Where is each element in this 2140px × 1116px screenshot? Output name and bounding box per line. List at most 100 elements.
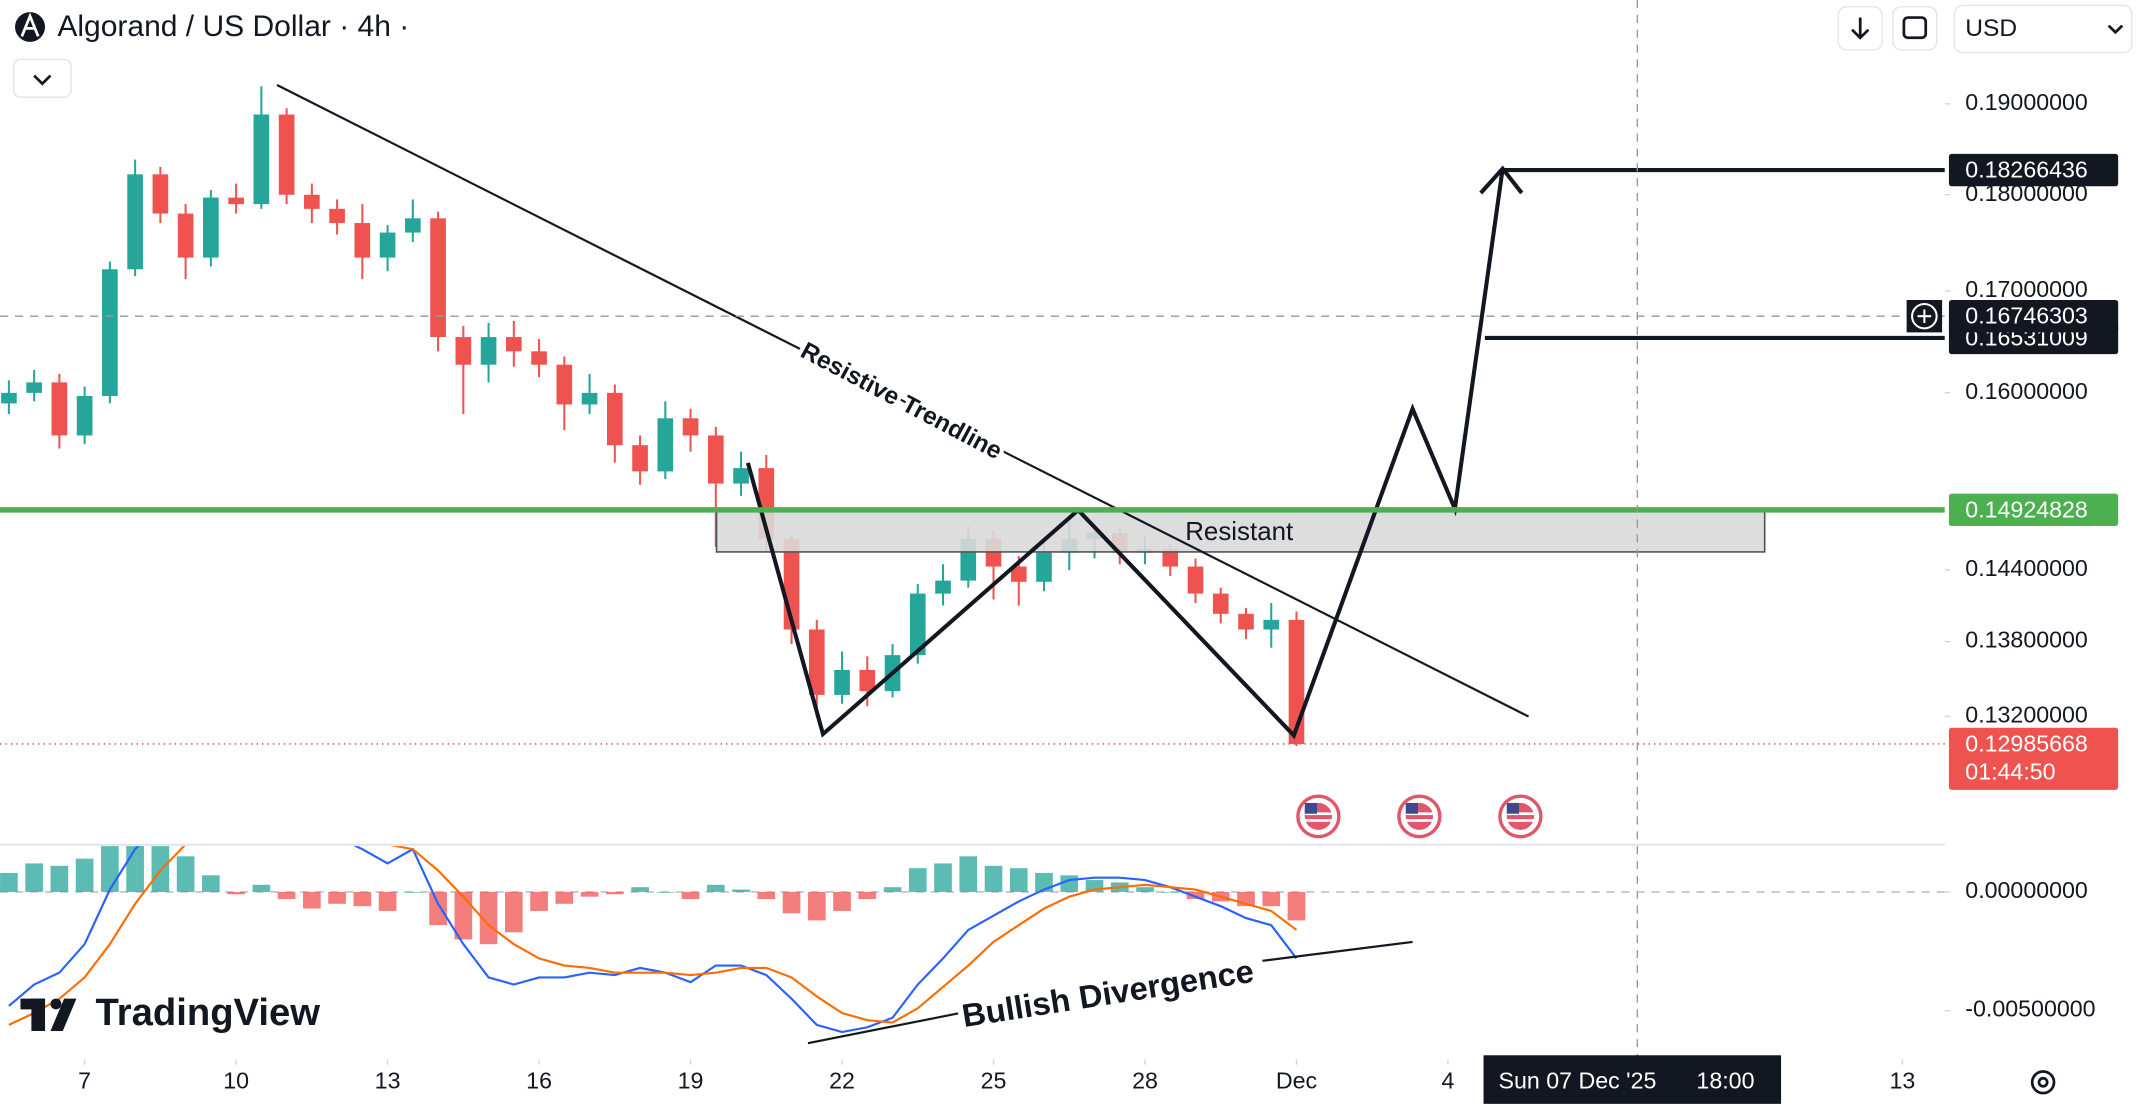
price-line-label: 0.14924828 xyxy=(1965,496,2088,522)
event-flag[interactable] xyxy=(1397,794,1442,839)
candle-body xyxy=(1036,552,1052,582)
add-alert-icon xyxy=(1911,303,1938,330)
crosshair-price-label: 0.16746303 xyxy=(1965,303,2088,329)
histogram-bar xyxy=(1262,891,1281,907)
candle-body xyxy=(127,174,143,270)
histogram-bar xyxy=(328,891,346,904)
candle-body xyxy=(707,435,724,484)
x-tick-label: 16 xyxy=(526,1067,552,1093)
candle-body xyxy=(808,629,825,695)
candle-body xyxy=(379,232,396,258)
candle-body xyxy=(405,218,421,233)
candle-body xyxy=(935,580,951,594)
candle-body xyxy=(506,337,522,352)
histogram-bar xyxy=(959,856,978,892)
candle-body xyxy=(581,392,598,405)
candle-body xyxy=(1238,613,1254,630)
histogram-bar xyxy=(1085,880,1104,892)
add-alert-button[interactable] xyxy=(1906,300,1943,333)
candle-body xyxy=(556,364,573,405)
collapse-button[interactable] xyxy=(12,58,72,98)
candle-body xyxy=(1263,619,1280,630)
histogram-bar xyxy=(1186,891,1205,900)
histogram-bar xyxy=(1287,891,1306,921)
price-axis xyxy=(1944,80,2140,1060)
crosshair-date-box xyxy=(1483,1055,1782,1104)
histogram-bar xyxy=(353,891,372,907)
header: Algorand / US Dollar · 4h · USD xyxy=(12,4,2133,98)
histogram-bar xyxy=(555,891,574,904)
candle-body xyxy=(354,223,371,258)
event-flags xyxy=(1296,794,1543,839)
histogram-bar xyxy=(1136,887,1154,892)
crosshair-time: 18:00 xyxy=(1696,1067,1754,1093)
candle-body xyxy=(329,208,345,224)
histogram-bar xyxy=(656,891,675,893)
price-lines xyxy=(0,0,1945,1060)
x-tick-label: 10 xyxy=(223,1067,249,1093)
currency-select[interactable] xyxy=(1953,4,2133,54)
histogram-bar xyxy=(151,846,170,892)
x-tick-label: Dec xyxy=(1276,1067,1317,1093)
y-tick-label: 0.14400000 xyxy=(1965,555,2088,581)
candle-body xyxy=(606,392,623,446)
candle-body xyxy=(51,382,68,436)
histogram-bar xyxy=(277,891,296,900)
axis-labels: 0.182664360.165310090.149248280.12985668… xyxy=(1483,153,2119,1104)
histogram-bar xyxy=(807,891,826,921)
histogram-bar xyxy=(580,891,599,897)
divergence-line xyxy=(807,1012,959,1045)
brand-text: TradingView xyxy=(96,992,321,1034)
settings[interactable] xyxy=(2030,1070,2056,1095)
histogram-bar xyxy=(1161,891,1180,893)
candle-body xyxy=(102,269,118,397)
candle-body xyxy=(152,174,169,214)
candle-body xyxy=(26,382,42,393)
add-alert-plus xyxy=(1917,309,1932,323)
candle-body xyxy=(177,213,194,258)
histogram-bar xyxy=(934,863,952,892)
crosshair-date: Sun 07 Dec '25 xyxy=(1499,1067,1657,1093)
histogram-bar xyxy=(605,891,624,895)
candle-body xyxy=(1212,593,1229,614)
histogram-bar xyxy=(757,891,776,900)
histogram-bar xyxy=(1060,875,1079,892)
macd-line xyxy=(8,846,1298,1034)
candle-body xyxy=(1,392,17,404)
event-flag[interactable] xyxy=(1498,794,1543,839)
x-tick-label: 7 xyxy=(78,1067,91,1093)
histogram-bar xyxy=(75,858,94,892)
candle-body xyxy=(278,114,295,195)
y-tick-label: 0.16000000 xyxy=(1965,378,2088,404)
x-tick-label: 19 xyxy=(678,1067,704,1093)
x-tick-label: 13 xyxy=(375,1067,401,1093)
x-tick-label: 13 xyxy=(1890,1067,1916,1093)
candle-body xyxy=(480,337,497,365)
candle-body xyxy=(531,351,547,365)
candle-body xyxy=(632,445,648,472)
candle-body xyxy=(304,194,320,209)
candle-body xyxy=(228,197,244,205)
candle-body xyxy=(909,593,926,656)
histogram-bar xyxy=(706,884,725,892)
event-flag[interactable] xyxy=(1296,794,1341,839)
macd-line xyxy=(8,846,1298,1026)
trendline xyxy=(276,84,1530,718)
price-line-label-box xyxy=(1948,493,2119,527)
histogram-bar xyxy=(908,868,927,892)
last-price-label: 0.12985668 xyxy=(1965,730,2088,756)
histogram-bar xyxy=(883,887,902,892)
countdown-label: 01:44:50 xyxy=(1965,759,2055,785)
candle-body xyxy=(834,669,850,695)
histogram-bar xyxy=(504,891,523,933)
candle-body xyxy=(430,218,446,338)
symbol-title: Algorand / US Dollar · 4h · xyxy=(57,10,409,43)
candle-body xyxy=(1187,566,1204,594)
price-line-label-box xyxy=(1948,153,2119,187)
histogram-bar xyxy=(530,891,548,911)
candle-body xyxy=(1010,566,1027,582)
histogram-bar xyxy=(984,865,1003,892)
x-tick-label: 25 xyxy=(981,1067,1007,1093)
fullscreen-button[interactable] xyxy=(1892,6,1938,51)
